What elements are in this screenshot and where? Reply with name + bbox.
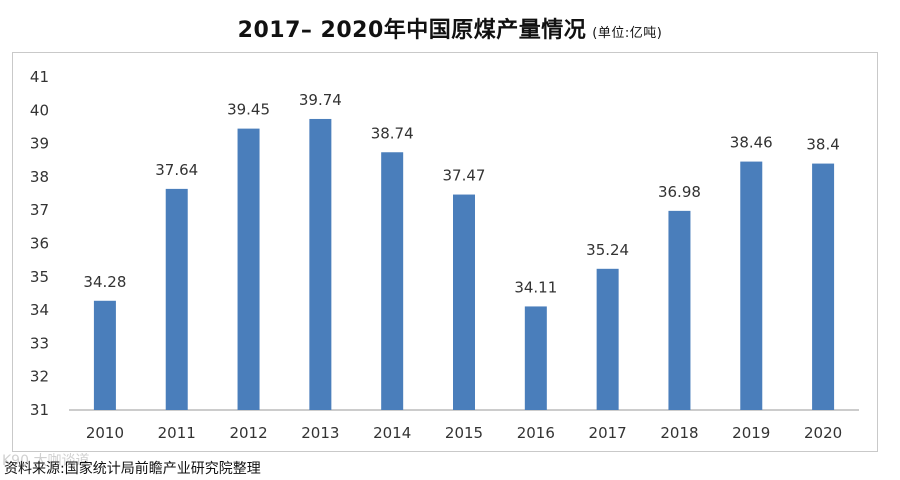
- watermark: K90 大咖谈道: [2, 453, 90, 469]
- bar: [237, 128, 260, 410]
- x-tick-label: 2018: [660, 424, 698, 442]
- bar: [165, 188, 188, 410]
- x-tick-label: 2012: [229, 424, 267, 442]
- data-label: 38.74: [371, 124, 414, 142]
- x-tick-label: 2015: [445, 424, 483, 442]
- x-tick-label: 2020: [804, 424, 842, 442]
- y-tick-label: 33: [30, 334, 49, 352]
- x-tick-label: 2010: [86, 424, 124, 442]
- y-tick-label: 41: [30, 68, 49, 86]
- y-tick-label: 32: [30, 368, 49, 386]
- y-tick-label: 40: [30, 101, 49, 119]
- bar-chart: 31 32 33 34 35 36 37 38 39 40 41 34.28 2010 37.64 2011…: [30, 68, 859, 442]
- x-tick-label: 2017: [589, 424, 627, 442]
- bar: [740, 161, 763, 410]
- bar: [668, 210, 691, 410]
- bar: [309, 118, 332, 410]
- bar: [453, 194, 475, 410]
- source-note: 资料来源:国家统计局前瞻产业研究院整理: [4, 461, 261, 477]
- data-label: 38.46: [730, 134, 773, 152]
- y-tick-label: 37: [30, 201, 49, 219]
- data-label: 39.45: [227, 101, 270, 119]
- data-label: 39.74: [299, 91, 342, 109]
- x-tick-label: 2011: [158, 424, 196, 442]
- unit-label: (单位:亿吨): [592, 26, 663, 41]
- x-tick-label: 2016: [517, 424, 555, 442]
- x-tick-label: 2019: [732, 424, 770, 442]
- bar: [596, 268, 619, 410]
- chart-title: 2017– 2020年中国原煤产量情况 (单位:亿吨): [0, 12, 900, 44]
- data-label: 37.47: [443, 167, 486, 185]
- y-tick-label: 31: [30, 401, 49, 419]
- bar: [524, 306, 547, 410]
- x-tick-label: 2013: [301, 424, 339, 442]
- y-tick-label: 36: [30, 235, 49, 253]
- data-label: 35.24: [586, 241, 629, 259]
- x-tick-label: 2014: [373, 424, 411, 442]
- chart-title-text: 2017– 2020年中国原煤产量情况: [237, 18, 587, 43]
- y-tick-label: 35: [30, 268, 49, 286]
- data-label: 36.98: [658, 183, 701, 201]
- bar: [93, 300, 116, 410]
- data-label: 34.28: [83, 273, 126, 291]
- data-label: 37.64: [155, 161, 198, 179]
- bar: [812, 163, 835, 410]
- data-label: 34.11: [514, 278, 557, 296]
- y-tick-label: 39: [30, 135, 49, 153]
- y-tick-label: 38: [30, 168, 49, 186]
- chart-frame: 31 32 33 34 35 36 37 38 39 40 41 34.28 2010 37.64 2011…: [12, 52, 878, 452]
- bar: [381, 152, 404, 410]
- y-tick-label: 34: [30, 301, 49, 319]
- data-label: 38.4: [806, 136, 839, 154]
